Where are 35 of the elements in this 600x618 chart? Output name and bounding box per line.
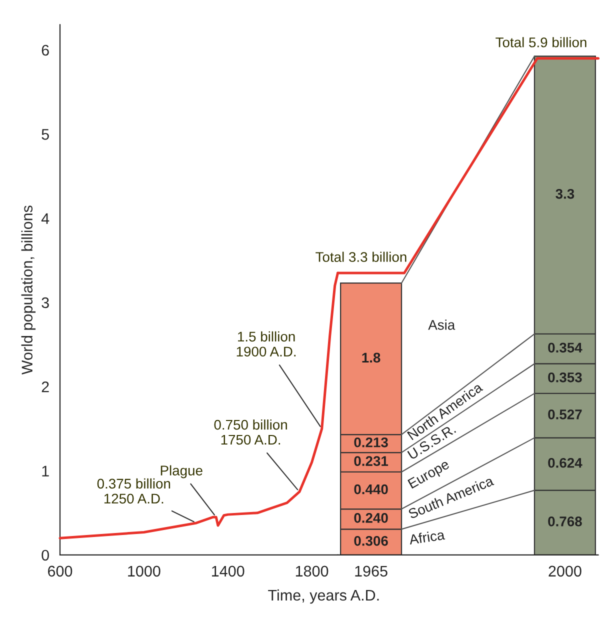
y-tick-label: 2 bbox=[42, 382, 49, 392]
annotation: Plague bbox=[160, 465, 202, 478]
x-axis-title: Time, years A.D. bbox=[268, 589, 379, 604]
x-tick-label: 600 bbox=[48, 566, 72, 577]
data-label: 0.624 bbox=[548, 458, 582, 468]
data-label: 0.240 bbox=[354, 513, 388, 523]
data-label: 0.231 bbox=[354, 456, 388, 466]
data-label: 0.353 bbox=[548, 372, 582, 382]
data-label: 0.213 bbox=[354, 437, 388, 448]
annotation: 1.5 billion 1900 A.D. bbox=[236, 331, 296, 357]
data-label: 1.8 bbox=[362, 352, 380, 363]
x-tick-label: 1000 bbox=[128, 566, 160, 577]
data-label: 0.306 bbox=[354, 536, 388, 546]
data-label: 3.3 bbox=[556, 188, 574, 199]
data-label: 0.768 bbox=[548, 516, 582, 526]
y-tick-label: 5 bbox=[42, 129, 49, 140]
annotation: 0.375 billion 1250 A.D. bbox=[97, 478, 170, 504]
annotation: Total 3.3 billion bbox=[316, 252, 406, 262]
x-tick-label: 1400 bbox=[212, 566, 244, 577]
y-tick-label: 1 bbox=[42, 466, 49, 476]
annotation: Total 5.9 billion bbox=[496, 37, 586, 48]
y-tick-label: 3 bbox=[42, 297, 49, 308]
y-tick-label: 6 bbox=[42, 44, 49, 56]
x-tick-label: 1965 bbox=[355, 566, 388, 577]
y-tick-label: 0 bbox=[42, 550, 49, 561]
x-tick-label: 2000 bbox=[548, 566, 582, 577]
data-label: 0.354 bbox=[548, 342, 582, 353]
y-axis-title: World population, billions bbox=[21, 206, 36, 375]
data-label: 0.527 bbox=[548, 410, 582, 420]
data-label: 0.440 bbox=[354, 484, 388, 494]
y-tick-label: 4 bbox=[41, 213, 50, 224]
series-label: Asia bbox=[428, 320, 456, 330]
x-tick-label: 1800 bbox=[296, 566, 328, 577]
annotation: 0.750 billion 1750 A.D. bbox=[214, 419, 287, 445]
text: Africa bbox=[408, 529, 446, 545]
